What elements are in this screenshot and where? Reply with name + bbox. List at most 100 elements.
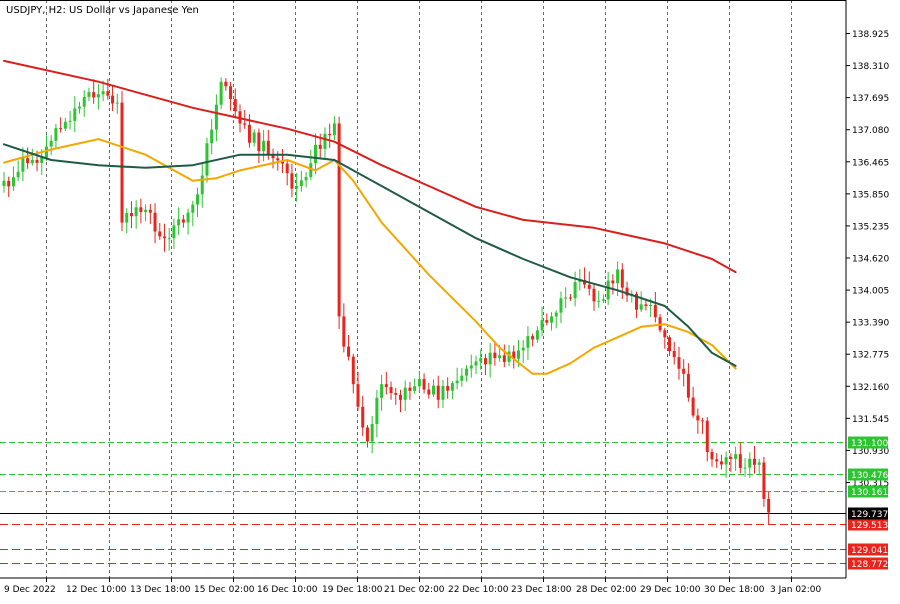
y-tick-label: 136.465 bbox=[852, 158, 889, 168]
candle-up bbox=[252, 132, 256, 143]
candle-up bbox=[299, 180, 303, 187]
time-axis: 9 Dec 2022 12 Dec 10:00 13 Dec 18:00 15 Dec… bbox=[4, 578, 822, 595]
candle-up bbox=[601, 299, 605, 301]
candle-up bbox=[578, 279, 582, 283]
price-axis-area bbox=[846, 0, 900, 600]
candle-up bbox=[479, 358, 483, 362]
candle-down bbox=[290, 173, 294, 189]
x-tick-label: 23 Dec 18:00 bbox=[511, 585, 572, 595]
candle-down bbox=[342, 316, 346, 347]
candle-down bbox=[337, 123, 341, 317]
level-tag: 131.100 bbox=[851, 439, 888, 449]
candle-down bbox=[653, 304, 657, 318]
candle-up bbox=[403, 387, 407, 400]
candle-up bbox=[649, 304, 653, 306]
candle-up bbox=[82, 96, 86, 107]
candle-down bbox=[7, 180, 11, 187]
y-tick-label: 130.930 bbox=[852, 447, 889, 457]
y-tick-label: 137.080 bbox=[852, 126, 889, 136]
y-tick-label: 130.315 bbox=[852, 479, 889, 489]
candle-down bbox=[512, 351, 516, 359]
candle-up bbox=[488, 352, 492, 365]
level-tag: 130.161 bbox=[851, 488, 888, 498]
candle-up bbox=[724, 457, 728, 465]
candle-down bbox=[148, 209, 152, 213]
candle-down bbox=[762, 462, 766, 499]
candle-down bbox=[276, 158, 280, 161]
candle-down bbox=[243, 123, 247, 125]
chart-title: USDJPY, H2: US Dollar vs Japanese Yen bbox=[6, 5, 199, 16]
candle-up bbox=[757, 462, 761, 465]
candle-down bbox=[266, 140, 270, 155]
candle-up bbox=[196, 194, 200, 205]
candle-up bbox=[40, 157, 44, 163]
x-tick-label: 28 Dec 02:00 bbox=[576, 585, 637, 595]
candle-up bbox=[186, 212, 190, 223]
candle-down bbox=[129, 213, 133, 217]
candles bbox=[2, 77, 771, 525]
candle-down bbox=[696, 415, 700, 421]
candle-up bbox=[78, 106, 82, 109]
candle-down bbox=[767, 498, 771, 513]
candle-down bbox=[365, 427, 369, 442]
candle-up bbox=[309, 163, 313, 178]
candle-up bbox=[262, 140, 266, 152]
candle-up bbox=[639, 304, 643, 310]
y-tick-label: 132.775 bbox=[852, 351, 889, 361]
candle-down bbox=[531, 336, 535, 340]
candle-up bbox=[210, 129, 214, 144]
y-tick-label: 138.925 bbox=[852, 30, 889, 40]
x-tick-label: 12 Dec 10:00 bbox=[66, 585, 127, 595]
candle-up bbox=[96, 94, 100, 98]
candle-down bbox=[120, 102, 124, 223]
level-tag: 129.513 bbox=[851, 521, 888, 531]
y-tick-label: 135.850 bbox=[852, 190, 889, 200]
candle-up bbox=[191, 204, 195, 213]
candle-up bbox=[11, 177, 15, 187]
y-tick-label: 138.310 bbox=[852, 62, 889, 72]
candle-up bbox=[597, 300, 601, 302]
candle-up bbox=[507, 351, 511, 362]
candle-up bbox=[63, 121, 67, 129]
candle-up bbox=[375, 397, 379, 425]
candle-up bbox=[134, 207, 138, 217]
candle-up bbox=[323, 133, 327, 149]
sma-fast-line bbox=[3, 138, 737, 375]
candle-down bbox=[351, 356, 355, 385]
candle-down bbox=[502, 355, 506, 362]
level-tag-bg bbox=[848, 485, 888, 498]
candle-down bbox=[422, 378, 426, 390]
candle-down bbox=[427, 389, 431, 395]
candle-down bbox=[715, 459, 719, 462]
candle-up bbox=[30, 159, 34, 164]
candle-down bbox=[620, 269, 624, 288]
candle-up bbox=[214, 104, 218, 130]
candle-down bbox=[446, 385, 450, 391]
candle-down bbox=[493, 352, 497, 359]
candle-up bbox=[115, 102, 119, 104]
x-tick-label: 22 Dec 10:00 bbox=[448, 585, 509, 595]
x-tick-label: 29 Dec 10:00 bbox=[640, 585, 701, 595]
candle-down bbox=[592, 288, 596, 302]
candle-down bbox=[568, 297, 572, 299]
candle-down bbox=[483, 358, 487, 365]
candle-down bbox=[35, 159, 39, 163]
candle-up bbox=[370, 424, 374, 442]
candle-up bbox=[535, 330, 539, 340]
candle-down bbox=[384, 384, 388, 388]
candle-up bbox=[748, 458, 752, 468]
candle-down bbox=[701, 420, 705, 422]
candle-down bbox=[92, 92, 96, 98]
candle-up bbox=[413, 386, 417, 391]
candle-down bbox=[738, 454, 742, 468]
candle-down bbox=[224, 81, 228, 87]
current-price-tag-bg bbox=[848, 507, 888, 520]
candle-up bbox=[521, 347, 525, 351]
horizontal-levels bbox=[0, 442, 846, 564]
candle-down bbox=[729, 457, 733, 459]
candle-up bbox=[441, 385, 445, 400]
price-axis: 138.925 138.310 137.695 137.080 136.465 135.8… bbox=[846, 30, 889, 489]
